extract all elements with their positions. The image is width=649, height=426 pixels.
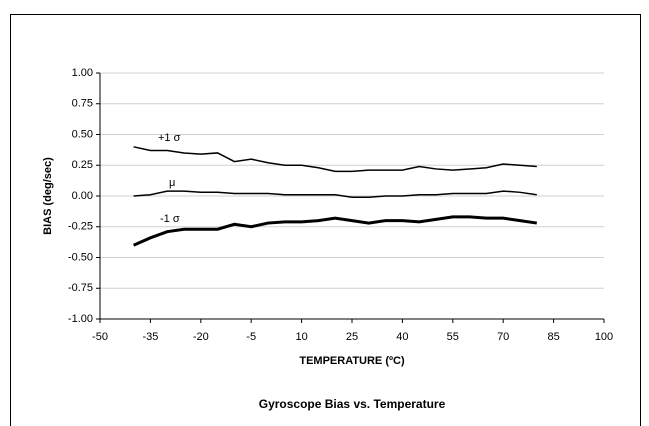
chart-title: Gyroscope Bias vs. Temperature: [259, 397, 446, 411]
annotation: +1 σ: [158, 132, 181, 144]
x-tick-label: 25: [346, 331, 358, 343]
series-line: [133, 146, 537, 173]
y-axis-title: BIAS (deg/sec): [42, 157, 54, 235]
frame: [10, 14, 641, 426]
x-tick-label: 85: [547, 331, 559, 343]
y-tick-label: 0.75: [72, 98, 93, 110]
annotation: -1 σ: [160, 213, 180, 225]
x-tick-label: 10: [295, 331, 307, 343]
series-line: [133, 190, 537, 198]
x-axis-title: TEMPERATURE (ºC): [299, 355, 405, 367]
x-tick-label: 70: [497, 331, 509, 343]
x-tick-label: 55: [447, 331, 459, 343]
y-tick-label: 0.50: [72, 128, 93, 140]
y-tick-label: 1.00: [72, 67, 93, 79]
y-tick-label: 0.00: [72, 190, 93, 202]
x-tick-label: -5: [246, 331, 256, 343]
x-tick-label: 40: [396, 331, 408, 343]
y-tick-label: 0.25: [72, 159, 93, 171]
y-tick-label: -0.50: [68, 251, 93, 263]
y-tick-label: -0.75: [68, 282, 93, 294]
x-tick-label: 100: [595, 331, 613, 343]
series-line: [132, 215, 538, 247]
x-tick-label: -35: [142, 331, 158, 343]
annotation: μ: [169, 177, 175, 189]
x-tick-label: -50: [92, 331, 108, 343]
y-tick-label: -0.25: [68, 221, 93, 233]
x-tick-label: -20: [193, 331, 209, 343]
y-tick-label: -1.00: [68, 313, 93, 325]
